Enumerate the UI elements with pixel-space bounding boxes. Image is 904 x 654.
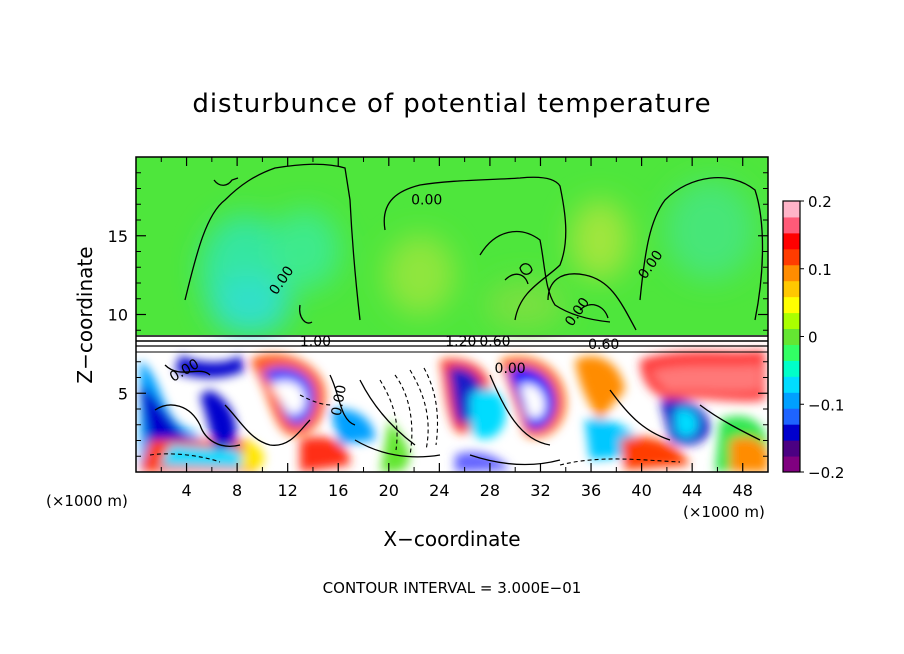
x-unit-left: (×1000 m) [46, 492, 128, 510]
x-tick-label: 12 [278, 481, 298, 500]
colorbar-tick-label: −0.2 [808, 464, 844, 482]
contour-label: 0.00 [411, 192, 442, 208]
x-tick-label: 48 [733, 481, 753, 500]
colorbar-tick-label: 0 [808, 329, 818, 347]
contour-label: 0.60 [479, 334, 510, 350]
colorbar-swatch [783, 344, 800, 361]
colorbar-swatch [783, 408, 800, 425]
x-unit-right: (×1000 m) [683, 503, 765, 521]
colorbar-swatch [783, 392, 800, 409]
y-tick-label: 10 [108, 306, 128, 325]
x-tick-label: 44 [682, 481, 702, 500]
contour-interval-footer: CONTOUR INTERVAL = 3.000E−01 [323, 579, 582, 597]
colorbar-swatch [783, 216, 800, 234]
x-tick-label: 40 [631, 481, 651, 500]
contour-label: 0.00 [495, 361, 526, 377]
colorbar-swatch [783, 456, 800, 473]
x-tick-label: 24 [429, 481, 449, 500]
x-tick-label: 16 [328, 481, 348, 500]
colorbar-swatch [783, 440, 800, 457]
x-axis: 4 8 12 16 20 24 28 32 36 40 44 48 [160, 157, 753, 500]
x-tick-label: 32 [530, 481, 550, 500]
colorbar: 0.2 0.1 0 −0.1 −0.2 [782, 193, 844, 482]
contour-label: 1.00 [300, 334, 331, 350]
chart-title: disturbunce of potential temperature [192, 89, 711, 119]
contour-label: 1.20 [445, 334, 476, 350]
plot-area [136, 157, 768, 472]
colorbar-swatch [783, 264, 800, 282]
contour-label: 0.00 [329, 384, 350, 417]
contour-label: 0.60 [588, 337, 619, 353]
colorbar-tick-label: −0.1 [808, 396, 844, 414]
x-axis-label: X−coordinate [383, 527, 520, 551]
x-tick-label: 28 [480, 481, 500, 500]
contour-lines [136, 163, 768, 466]
colorbar-swatch [783, 424, 800, 441]
y-axis: 5 10 15 [108, 172, 768, 457]
x-tick-label: 20 [379, 481, 399, 500]
lower-field-vortices [140, 350, 768, 472]
y-axis-label: Z−coordinate [73, 246, 97, 383]
dashed-contours [149, 367, 681, 466]
colorbar-swatch [783, 280, 800, 298]
colorbar-swatch [783, 312, 800, 330]
colorbar-swatch [783, 201, 800, 218]
colorbar-swatch [783, 232, 800, 250]
x-tick-label: 4 [181, 481, 191, 500]
colorbar-swatch [783, 376, 800, 393]
upper-field-blobs [200, 180, 755, 335]
colorbar-swatch [783, 248, 800, 266]
colorbar-swatch [783, 360, 800, 377]
colorbar-swatch [783, 296, 800, 314]
y-tick-label: 5 [118, 384, 128, 403]
x-tick-label: 8 [232, 481, 242, 500]
colorbar-tick-label: 0.1 [808, 261, 832, 279]
colorbar-swatch [783, 328, 800, 345]
colorbar-tick-label: 0.2 [808, 193, 832, 211]
x-tick-label: 36 [581, 481, 601, 500]
y-tick-label: 15 [108, 227, 128, 246]
